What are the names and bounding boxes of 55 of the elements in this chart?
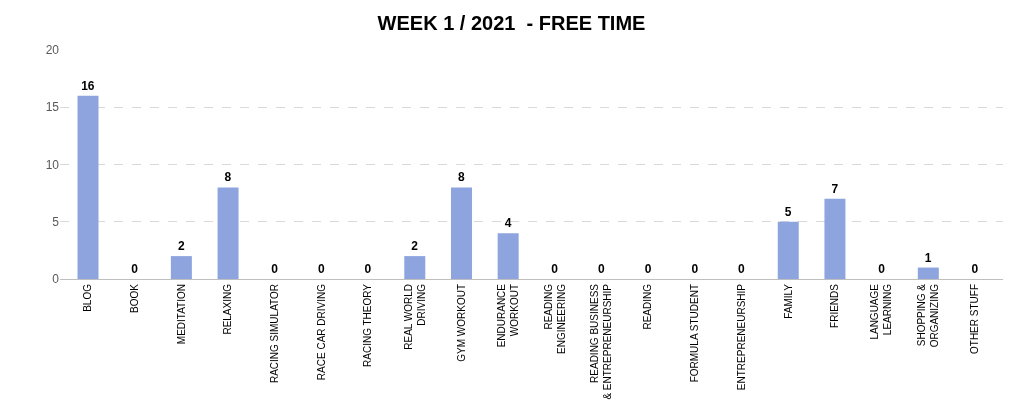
data-label: 16 bbox=[81, 78, 95, 93]
y-tick-label: 10 bbox=[45, 157, 60, 172]
y-tick-label: 0 bbox=[52, 272, 60, 287]
x-tick-label: SHOPPING & ORGANIZING bbox=[916, 283, 941, 348]
data-label: 8 bbox=[224, 170, 232, 185]
bar bbox=[824, 198, 846, 279]
x-tick-label: FRIENDS bbox=[829, 283, 841, 328]
data-label: 2 bbox=[177, 239, 185, 254]
y-tick-label: 15 bbox=[45, 100, 60, 115]
x-tick-label: BLOG bbox=[82, 283, 94, 312]
chart-title: WEEK 1 / 2021 - FREE TIME bbox=[377, 12, 646, 35]
bar bbox=[77, 95, 99, 279]
data-label: 0 bbox=[364, 262, 372, 276]
x-tick-label: RACING SIMULATOR bbox=[268, 284, 280, 384]
data-label: 0 bbox=[644, 262, 652, 276]
bar bbox=[497, 233, 519, 279]
x-tick-label: RACING THEORY bbox=[362, 283, 374, 367]
bar bbox=[404, 256, 426, 279]
data-label: 0 bbox=[971, 262, 979, 276]
bar bbox=[450, 187, 472, 279]
data-label: 0 bbox=[271, 262, 279, 276]
x-tick-label: ENTREPRENEURSHIP bbox=[735, 283, 747, 391]
x-tick-label: RACE CAR DRIVING bbox=[315, 283, 327, 381]
x-tick-label: GYM WORKOUT bbox=[455, 284, 467, 362]
bar bbox=[917, 267, 939, 279]
x-tick-label: OTHER STUFF bbox=[969, 284, 981, 354]
bar bbox=[217, 187, 239, 279]
data-label: 0 bbox=[738, 262, 746, 276]
x-tick-label: ENDURANCE WORKOUT bbox=[495, 283, 520, 348]
x-tick-label: READING BUSINESS & ENTREPRENEURSHIP bbox=[589, 283, 614, 400]
x-tick-label: MEDITATION bbox=[175, 284, 187, 345]
data-label: 8 bbox=[457, 170, 465, 185]
data-label: 1 bbox=[924, 250, 932, 265]
data-label: 2 bbox=[411, 239, 419, 254]
data-label: 5 bbox=[784, 204, 792, 219]
x-tick-label: FAMILY bbox=[782, 283, 794, 319]
x-tick-label: REAL WORLD DRIVING bbox=[402, 283, 427, 350]
y-tick-label: 20 bbox=[45, 43, 60, 58]
x-tick-label: FORMULA STUDENT bbox=[689, 284, 701, 383]
bar bbox=[777, 221, 799, 279]
x-tick-label: BOOK bbox=[128, 283, 140, 313]
data-label: 0 bbox=[317, 262, 325, 276]
x-tick-label: READING ENGINEERING bbox=[542, 283, 567, 355]
data-label: 0 bbox=[878, 262, 886, 276]
data-label: 7 bbox=[831, 181, 839, 196]
y-tick-label: 5 bbox=[52, 214, 60, 229]
data-label: 0 bbox=[131, 262, 139, 276]
x-tick-label: LANGUAGE LEARNING bbox=[869, 283, 894, 340]
data-label: 0 bbox=[691, 262, 699, 276]
x-tick-label: READING bbox=[642, 283, 654, 330]
data-label: 4 bbox=[504, 216, 512, 231]
data-label: 0 bbox=[598, 262, 606, 276]
data-label: 0 bbox=[551, 262, 559, 276]
bar bbox=[170, 256, 192, 279]
x-tick-label: RELAXING bbox=[222, 283, 234, 335]
